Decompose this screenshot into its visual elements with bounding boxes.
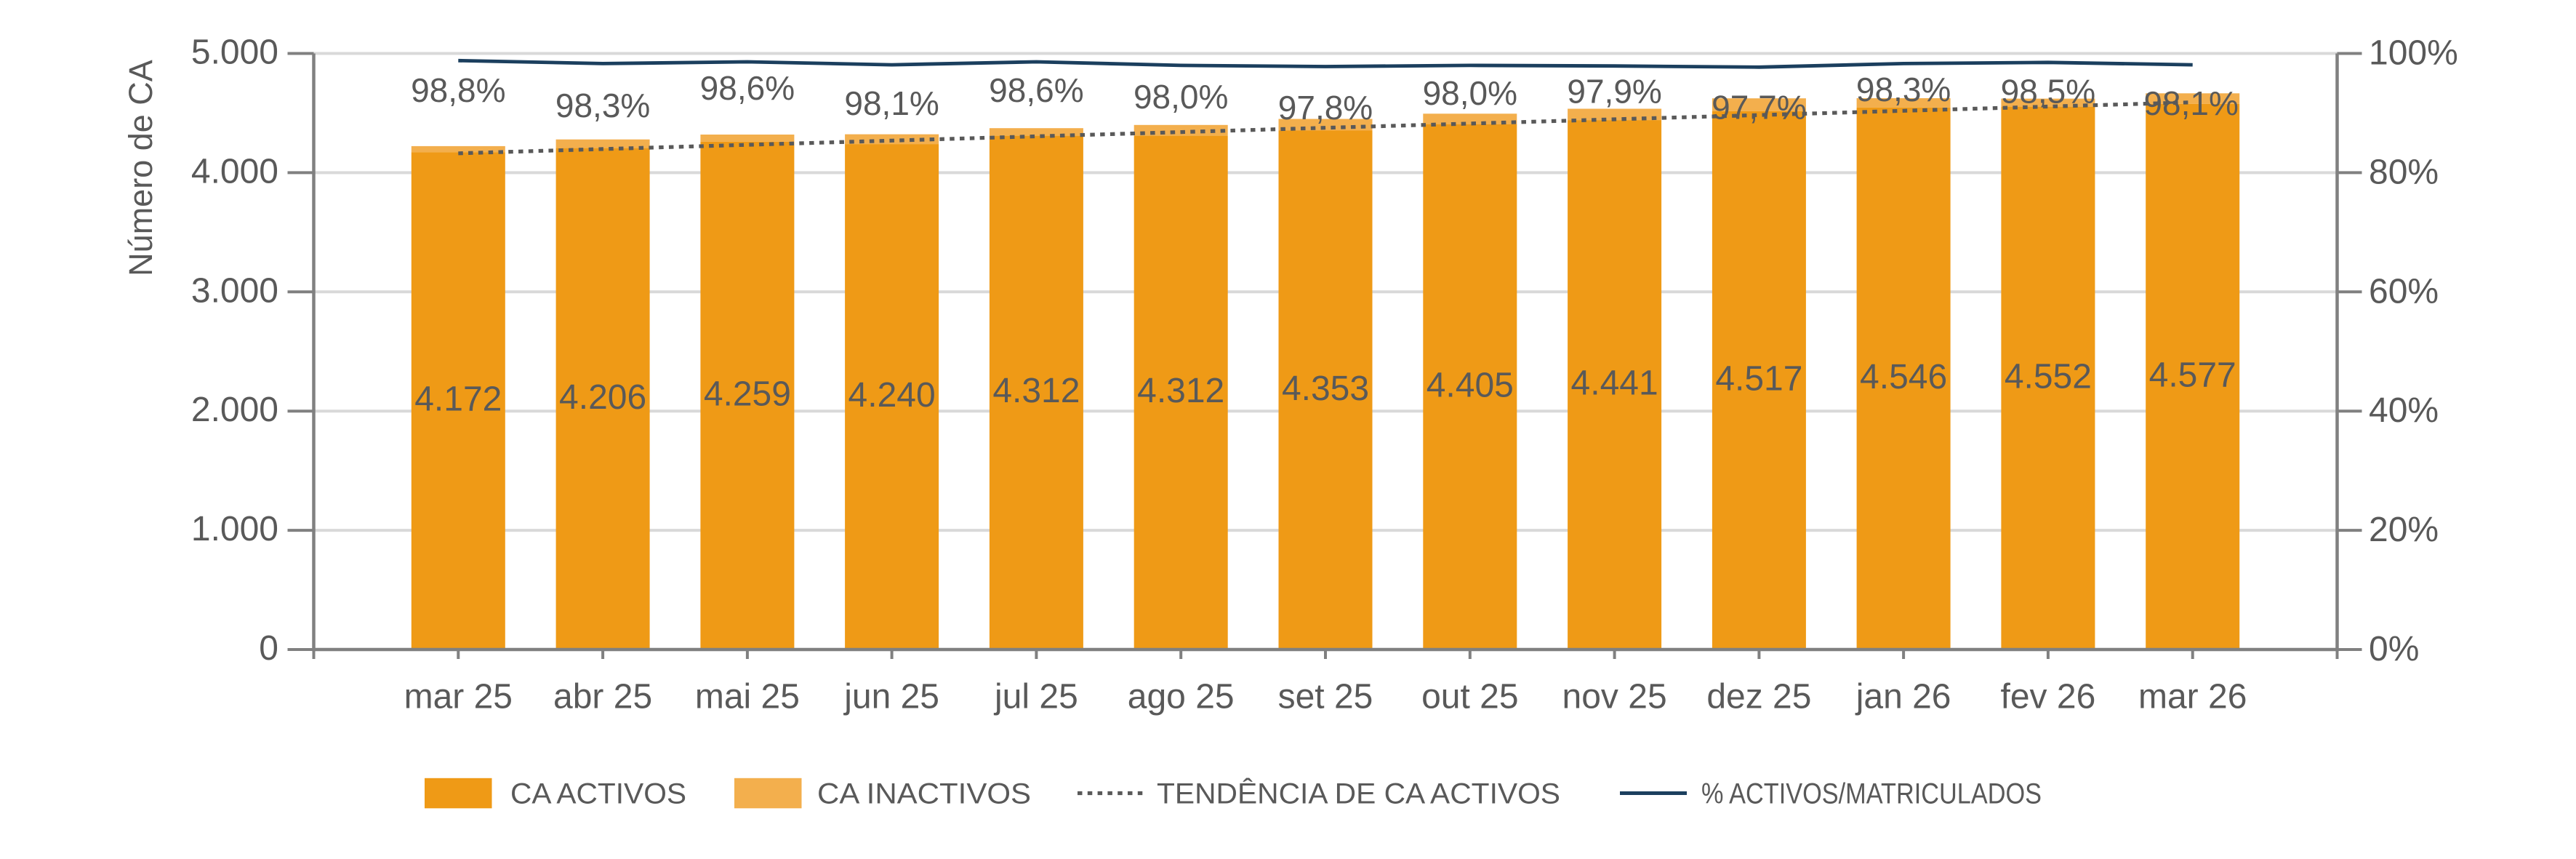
svg-text:ago 25: ago 25 [1128,678,1235,716]
svg-text:4.405: 4.405 [1427,367,1514,405]
svg-text:CA INACTIVOS: CA INACTIVOS [817,778,1031,810]
svg-text:abr 25: abr 25 [553,678,652,716]
svg-text:98,1%: 98,1% [2143,84,2238,122]
svg-text:4.577: 4.577 [2149,356,2236,394]
svg-text:40%: 40% [2369,391,2439,430]
svg-text:98,6%: 98,6% [700,69,795,107]
svg-text:98,0%: 98,0% [1423,74,1517,112]
svg-text:5.000: 5.000 [191,33,278,72]
svg-text:mar 25: mar 25 [404,678,513,716]
svg-text:0: 0 [259,629,278,668]
svg-text:4.240: 4.240 [848,376,936,415]
svg-text:jul 25: jul 25 [993,678,1078,716]
svg-text:CA ACTIVOS: CA ACTIVOS [510,778,686,810]
svg-text:% ACTIVOS/MATRICULADOS: % ACTIVOS/MATRICULADOS [1701,778,2042,810]
svg-text:Número de CA: Número de CA [122,60,159,276]
svg-text:98,6%: 98,6% [989,71,1083,109]
svg-text:TENDÊNCIA DE CA ACTIVOS: TENDÊNCIA DE CA ACTIVOS [1157,778,1560,810]
svg-text:20%: 20% [2369,511,2439,549]
svg-text:fev 26: fev 26 [2001,678,2096,716]
svg-text:set 25: set 25 [1278,678,1373,716]
svg-text:4.000: 4.000 [191,152,278,191]
svg-text:100%: 100% [2369,34,2458,73]
svg-text:98,0%: 98,0% [1133,78,1228,116]
svg-text:1.000: 1.000 [191,510,278,548]
svg-text:mar 26: mar 26 [2138,678,2247,716]
svg-text:mai 25: mai 25 [695,678,800,716]
svg-text:jan 26: jan 26 [1855,678,1951,716]
svg-text:80%: 80% [2369,153,2439,191]
svg-text:98,3%: 98,3% [1856,71,1951,108]
svg-text:4.312: 4.312 [1137,372,1224,410]
svg-text:97,7%: 97,7% [1712,89,1806,127]
svg-text:98,1%: 98,1% [844,84,939,122]
svg-text:2.000: 2.000 [191,391,278,429]
svg-text:4.312: 4.312 [992,372,1080,410]
svg-text:4.206: 4.206 [559,378,646,417]
svg-text:97,8%: 97,8% [1278,89,1373,127]
svg-text:dez 25: dez 25 [1706,678,1811,716]
svg-text:98,3%: 98,3% [555,87,650,124]
svg-text:98,8%: 98,8% [411,71,505,109]
svg-text:out 25: out 25 [1421,678,1518,716]
svg-text:60%: 60% [2369,272,2439,311]
svg-text:jun 25: jun 25 [843,678,939,716]
svg-text:4.353: 4.353 [1282,369,1369,408]
svg-text:4.441: 4.441 [1571,364,1658,403]
svg-text:nov 25: nov 25 [1562,678,1667,716]
svg-text:4.259: 4.259 [704,375,791,414]
svg-text:4.546: 4.546 [1860,358,1947,396]
svg-text:98,5%: 98,5% [2001,73,2095,111]
svg-text:3.000: 3.000 [191,271,278,310]
svg-text:4.552: 4.552 [2005,358,2092,396]
svg-text:4.517: 4.517 [1715,359,1802,398]
svg-text:97,9%: 97,9% [1567,73,1661,111]
svg-text:4.172: 4.172 [414,380,502,419]
svg-text:0%: 0% [2369,630,2419,668]
